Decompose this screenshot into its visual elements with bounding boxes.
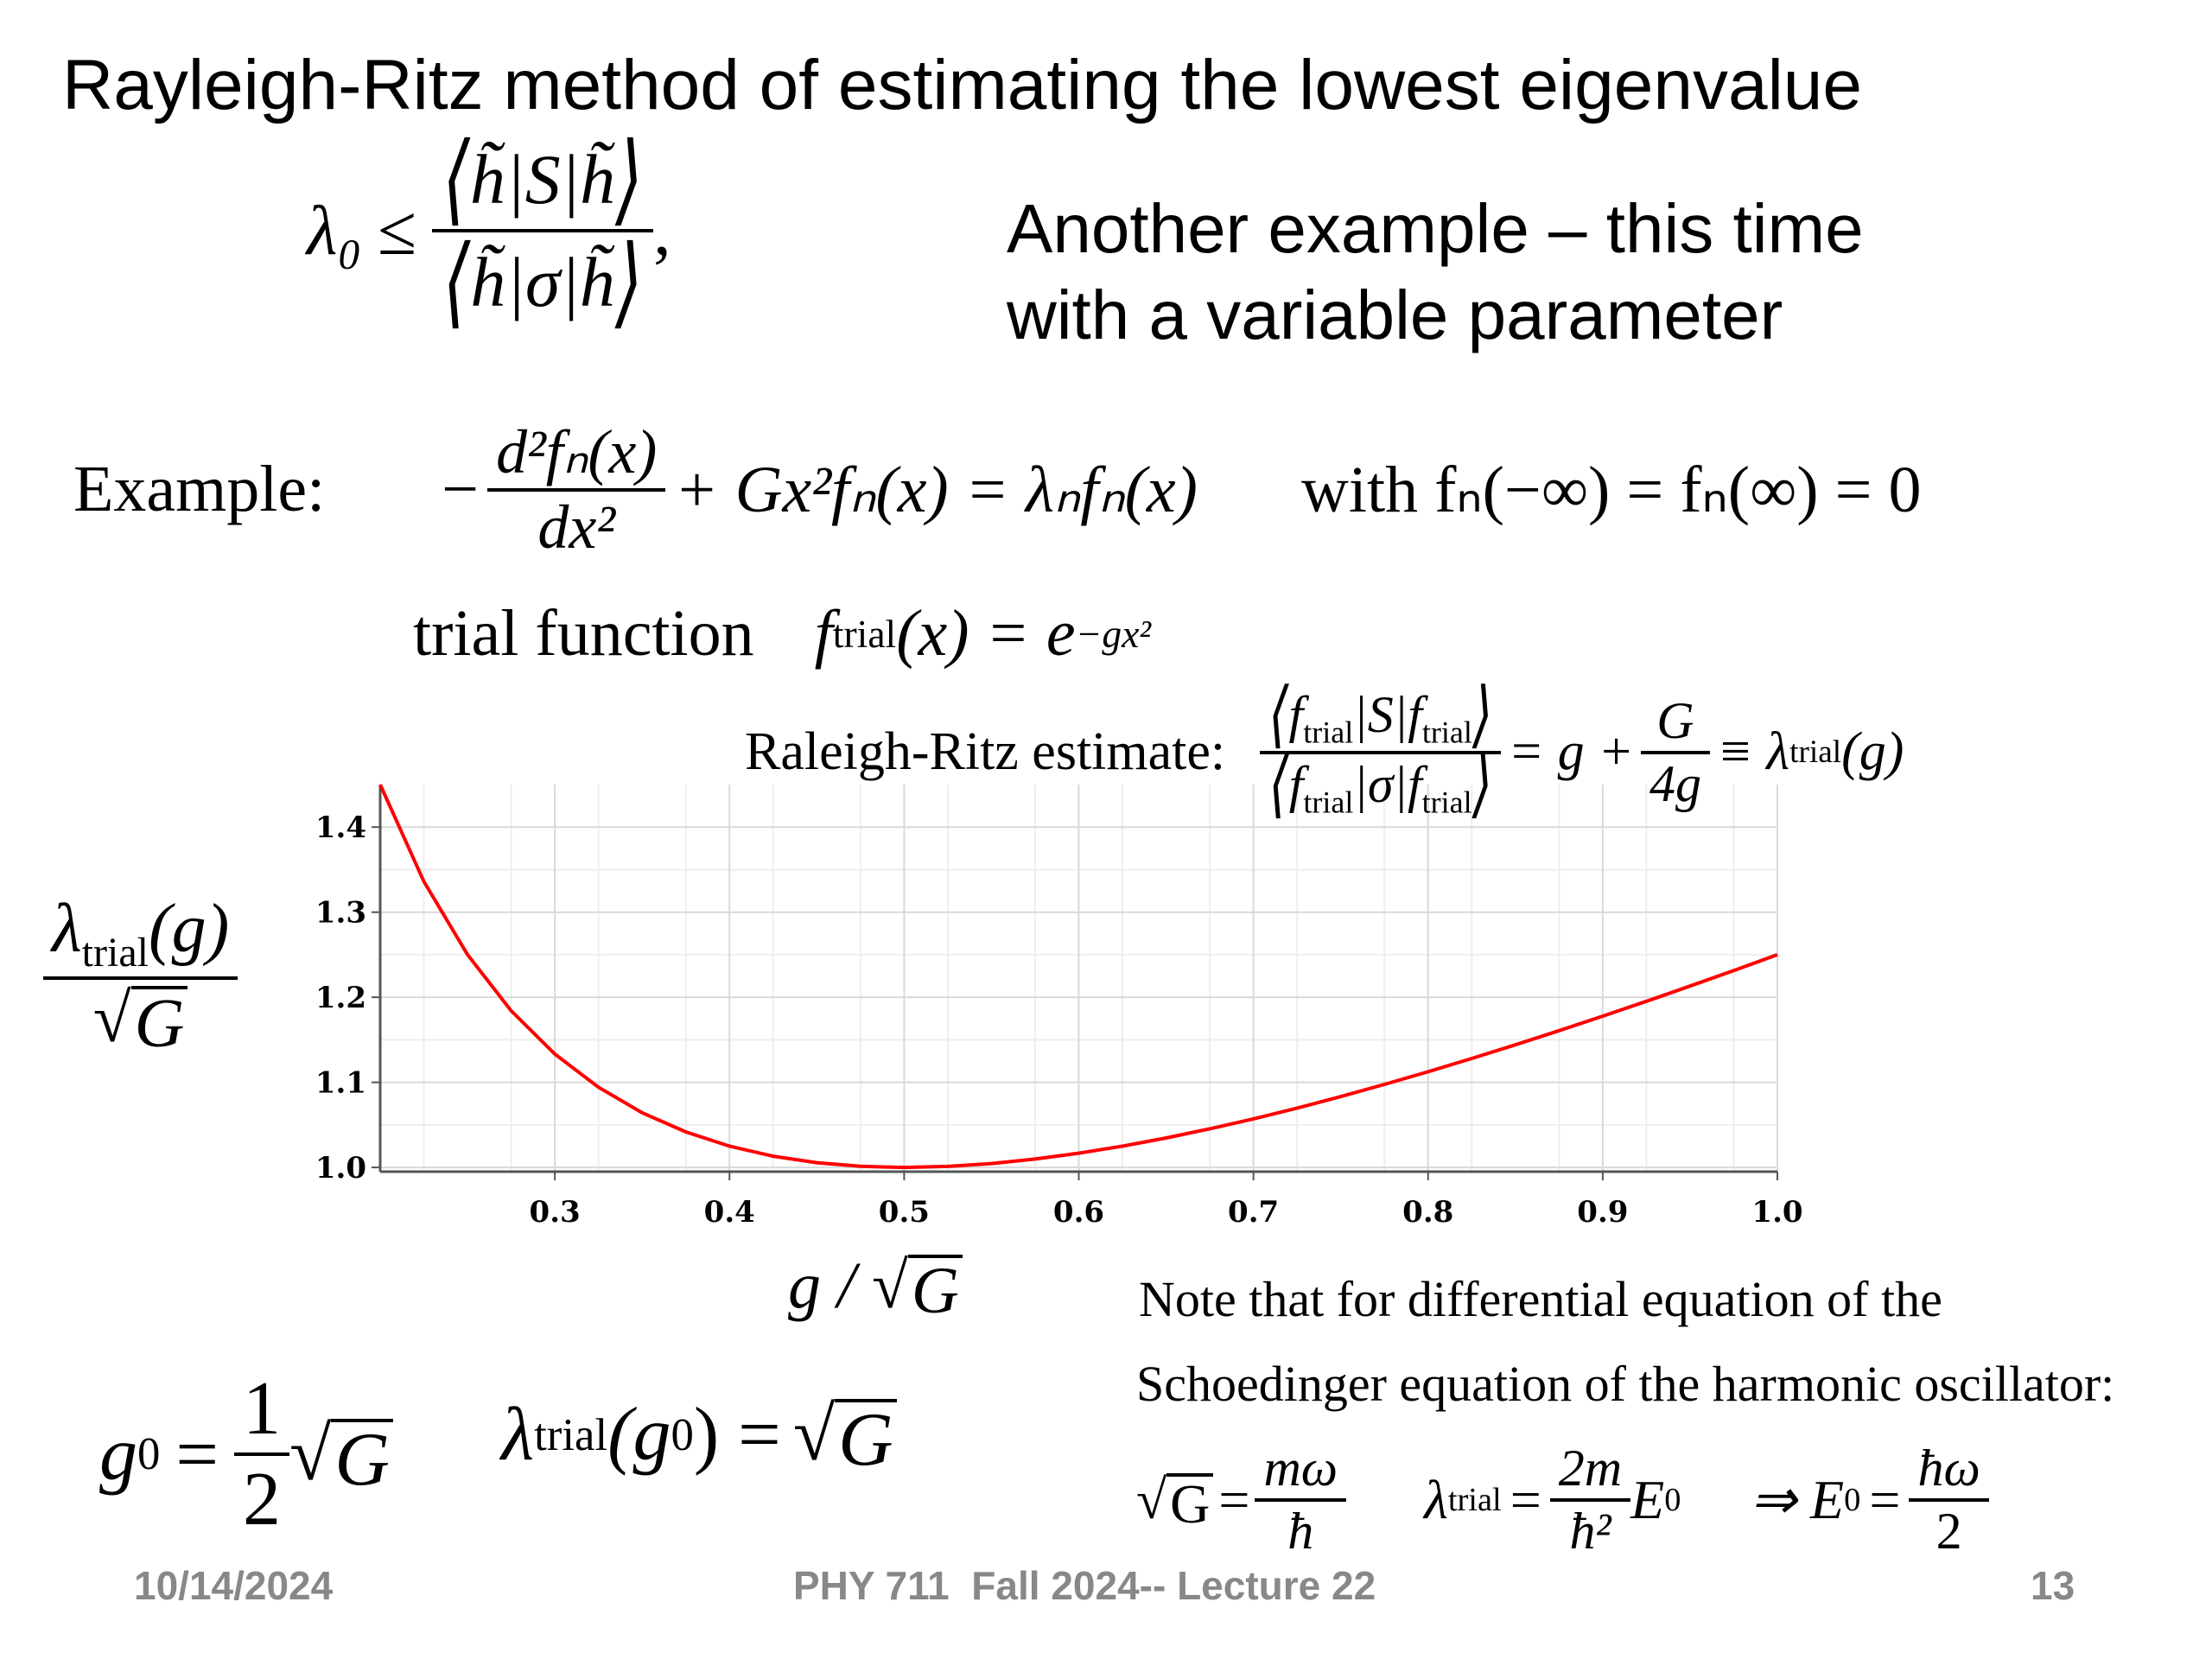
footer-page-number: 13 — [2031, 1563, 2075, 1608]
slide-title: Rayleigh-Ritz method of estimating the l… — [62, 46, 1862, 124]
chart-grid — [380, 785, 1778, 1172]
rr-numerator: ⟨h̃|S|h̃⟩ — [442, 122, 644, 237]
estimate-G-over-4g: G 4g — [1640, 691, 1710, 814]
x-tick-label: 1.0 — [1751, 1195, 1802, 1230]
chart-tick-labels: 0.3 0.4 0.5 0.6 0.7 0.8 0.9 1.0 1.0 1.1 1.2 1.3 1.4 — [315, 810, 1803, 1230]
chart-series — [378, 784, 1778, 1170]
subtitle-line-1: Another example – this time — [1007, 190, 1864, 267]
example-label: Example: — [73, 452, 326, 525]
y-tick-label: 1.4 — [315, 810, 366, 845]
note-line-2: Schoedinger equation of the harmonic osc… — [1136, 1356, 2115, 1412]
x-tick-label: 0.4 — [704, 1195, 755, 1230]
x-axis-label: g / √ G — [788, 1249, 963, 1324]
raleigh-ritz-estimate: Raleigh-Ritz estimate: ⟨ftrial|S|ftrial⟩… — [745, 672, 1904, 827]
estimate-quotient: ⟨ftrial|S|ftrial⟩ ⟨ftrial|σ|ftrial⟩ — [1260, 672, 1502, 827]
x-tick-label: 0.6 — [1053, 1195, 1104, 1230]
lambda-trial-at-g0: λ trial (g 0 ) = √ G — [501, 1391, 897, 1478]
footer-course: PHY 711 Fall 2024-- Lecture 22 — [793, 1563, 1376, 1608]
x-tick-label: 0.3 — [530, 1195, 581, 1230]
subtitle: Another example – this time with a varia… — [1007, 186, 1864, 359]
x-tick-label: 0.5 — [879, 1195, 930, 1230]
y-tick-label: 1.2 — [315, 981, 366, 1015]
boundary-condition: with fₙ(−∞) = fₙ(∞) = 0 — [1300, 454, 1922, 526]
estimate-label: Raleigh-Ritz estimate: — [745, 722, 1226, 782]
ode-derivative: d²fₙ(x) dx² — [487, 415, 666, 563]
trial-label: trial function — [413, 597, 754, 670]
series-line-0 — [378, 784, 1778, 1170]
leq-symbol: ≤ — [378, 191, 417, 270]
lambda0-symbol: λ₀ — [307, 191, 363, 270]
example-equation: Example: − d²fₙ(x) dx² + Gx²fₙ(x) = λₙfₙ… — [73, 415, 1921, 563]
fraction-bar — [432, 229, 654, 232]
ode: − d²fₙ(x) dx² + Gx²fₙ(x) = λₙfₙ(x) — [442, 415, 1198, 563]
footer-date: 10/14/2024 — [134, 1563, 334, 1608]
rayleigh-ritz-inequality: λ₀ ≤ ⟨h̃|S|h̃⟩ ⟨h̃|σ|h̃⟩ , — [307, 122, 671, 340]
x-tick-label: 0.8 — [1402, 1195, 1453, 1230]
chart-axes — [372, 785, 1778, 1180]
subtitle-line-2: with a variable parameter — [1007, 276, 1783, 353]
y-axis-label: λtrial(g) √ G — [43, 890, 238, 1058]
rr-denominator: ⟨h̃|σ|h̃⟩ — [442, 225, 643, 340]
x-tick-label: 0.9 — [1577, 1195, 1628, 1230]
y-tick-label: 1.0 — [315, 1151, 366, 1185]
note-line-1: Note that for differential equation of t… — [1139, 1271, 1942, 1327]
rr-quotient: ⟨h̃|S|h̃⟩ ⟨h̃|σ|h̃⟩ — [432, 122, 654, 340]
trial-function: trial function f trial (x) = e −gx² — [413, 597, 1152, 670]
x-tick-label: 0.7 — [1228, 1195, 1279, 1230]
y-tick-label: 1.3 — [315, 896, 366, 931]
y-tick-label: 1.1 — [315, 1066, 366, 1101]
